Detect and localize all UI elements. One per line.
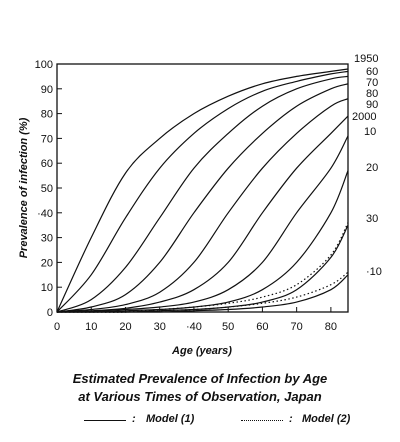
y-tick-label: 90 [41,84,53,96]
series-line-model-2-30 [56,222,349,313]
series-end-label: 60 [366,66,378,78]
series-end-label: 2000 [352,111,376,123]
legend-solid-line [84,420,126,421]
legend-colon: : [132,413,136,425]
x-tick-label: 0 [54,321,60,333]
series-end-label: 80 [366,88,378,100]
chart-title: Estimated Prevalence of Infection by Age [72,371,328,386]
legend-dotted-line [241,420,283,421]
x-tick-label: 50 [222,321,234,333]
x-tick-label: 10 [85,321,97,333]
legend-colon: : [289,413,293,425]
y-tick-label: 80 [41,109,53,121]
legend-label-model-2: Model (2) [302,413,351,425]
legend-label-model-1: Model (1) [146,413,195,425]
series-end-label: 90 [366,99,378,111]
legend: : Model (1) : Model (2) [0,411,400,431]
series-line-model-1-1950 [56,68,349,313]
series-end-label: 10 [364,126,376,138]
series-line-model-1-40 [56,274,349,313]
chart-subtitle: at Various Times of Observation, Japan [78,389,322,404]
x-tick-label: 60 [256,321,268,333]
y-axis-title: Prevalence of infection (%) [18,117,30,258]
x-tick-label: ·40 [186,321,202,333]
series-line-model-1-20 [56,170,349,313]
y-tick-label: 0 [47,307,53,319]
series-end-label: 1950 [354,53,378,65]
y-tick-label: 50 [41,183,53,195]
series-line-model-1-30 [56,224,349,313]
y-tick-label: 70 [41,133,53,145]
x-tick-label: 80 [325,321,337,333]
x-axis-title: Age (years) [171,345,232,357]
series-end-label: 30 [366,213,378,225]
x-tick-label: 20 [119,321,131,333]
y-tick-label: ·40 [37,208,53,220]
x-tick-label: 30 [154,321,166,333]
y-tick-label: 60 [41,158,53,170]
series-line-model-1-90 [56,98,349,313]
series-line-model-1-70 [56,75,349,313]
y-tick-label: 10 [41,282,53,294]
series-line-model-1-2000 [56,115,349,313]
series-line-model-1-10 [56,135,349,313]
y-tick-label: 20 [41,257,53,269]
y-tick-label: 30 [41,233,53,245]
x-tick-label: 70 [291,321,303,333]
series-group [56,68,349,313]
series-end-label: 70 [366,77,378,89]
series-end-label: ·10 [366,266,382,278]
y-axis: 0 10 20 30 ·40 50 60 70 80 90 100 [35,59,62,319]
series-line-model-1-60 [56,70,349,313]
series-end-label: 20 [366,162,378,174]
series-line-model-1-80 [56,83,349,313]
y-tick-label: 100 [35,59,53,71]
